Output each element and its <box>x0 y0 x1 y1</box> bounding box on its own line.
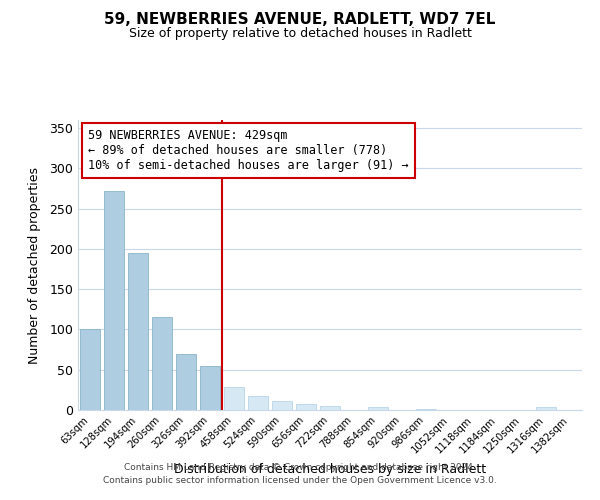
Bar <box>224 388 244 410</box>
Text: Contains HM Land Registry data © Crown copyright and database right 2024.: Contains HM Land Registry data © Crown c… <box>124 464 476 472</box>
Bar <box>152 318 172 410</box>
Bar <box>536 407 556 410</box>
X-axis label: Distribution of detached houses by size in Radlett: Distribution of detached houses by size … <box>174 463 486 476</box>
Bar <box>104 191 124 410</box>
Bar <box>128 253 148 410</box>
Y-axis label: Number of detached properties: Number of detached properties <box>28 166 41 364</box>
Bar <box>416 409 436 410</box>
Bar <box>248 396 268 410</box>
Text: 59, NEWBERRIES AVENUE, RADLETT, WD7 7EL: 59, NEWBERRIES AVENUE, RADLETT, WD7 7EL <box>104 12 496 28</box>
Text: 59 NEWBERRIES AVENUE: 429sqm
← 89% of detached houses are smaller (778)
10% of s: 59 NEWBERRIES AVENUE: 429sqm ← 89% of de… <box>88 128 409 172</box>
Bar <box>368 407 388 410</box>
Bar <box>272 401 292 410</box>
Text: Size of property relative to detached houses in Radlett: Size of property relative to detached ho… <box>128 28 472 40</box>
Bar <box>80 330 100 410</box>
Bar <box>200 366 220 410</box>
Text: Contains public sector information licensed under the Open Government Licence v3: Contains public sector information licen… <box>103 476 497 485</box>
Bar <box>296 404 316 410</box>
Bar <box>176 354 196 410</box>
Bar <box>320 406 340 410</box>
